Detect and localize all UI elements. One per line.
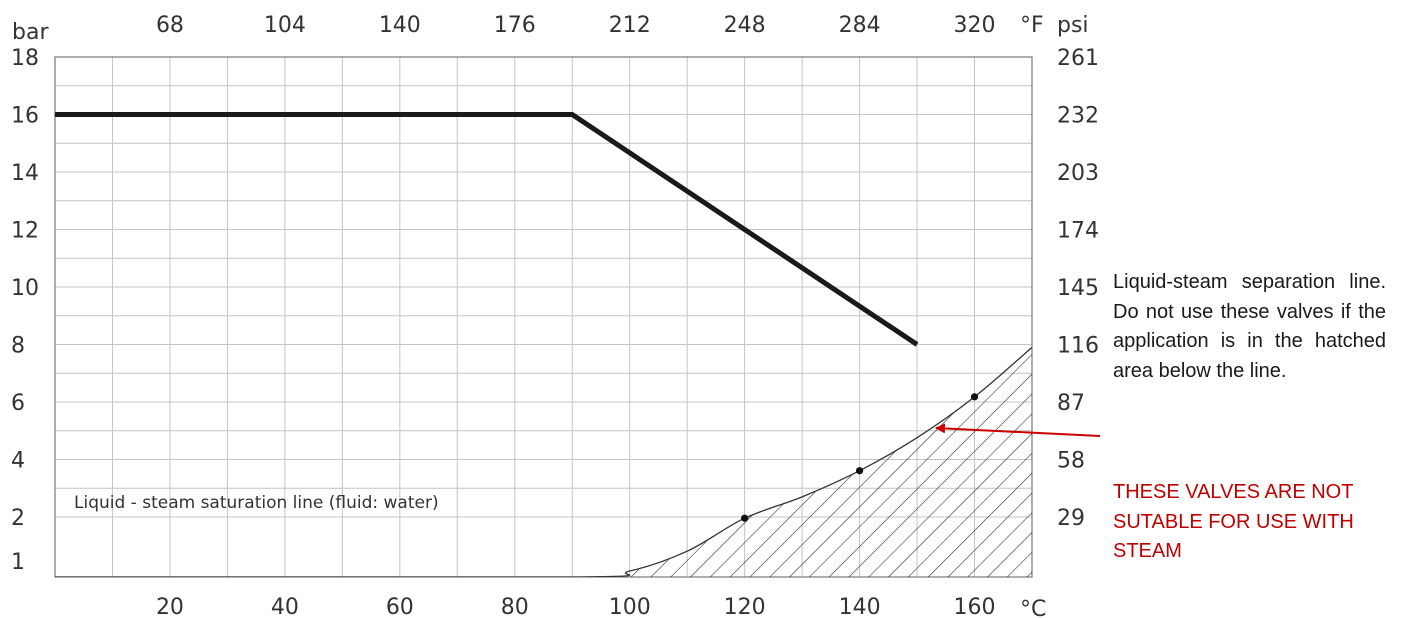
x-tick-label-fahrenheit: 140 — [379, 13, 421, 38]
y-right-unit: psi — [1057, 13, 1089, 38]
x-tick-label-celsius: 100 — [609, 595, 651, 618]
y-tick-label-psi: 116 — [1057, 334, 1099, 359]
y-tick-label-bar: 14 — [11, 161, 39, 186]
y-tick-label-bar: 8 — [11, 334, 25, 359]
y-tick-label-psi: 145 — [1057, 276, 1099, 301]
curve-point — [855, 467, 864, 475]
y-tick-label-bar: 16 — [11, 104, 39, 129]
x-axis-bottom-ticks: 20 40 60 80 100 120 140 160 — [156, 595, 996, 618]
x-top-unit: °F — [1020, 13, 1044, 38]
y-tick-label-bar: 10 — [11, 276, 39, 301]
max-pressure-line — [55, 112, 919, 347]
y-tick-label-bar: 18 — [11, 46, 39, 71]
y-tick-label-bar: 6 — [11, 391, 25, 416]
separation-line-note: Liquid-steam separation line. Do not use… — [1113, 271, 1386, 382]
steam-warning: THESE VALVES ARE NOT SUTABLE FOR USE WIT… — [1113, 481, 1354, 562]
y-tick-label-psi: 58 — [1057, 449, 1085, 474]
x-axis-top-ticks: 68 104 140 176 212 248 284 320 — [156, 13, 996, 38]
x-bottom-unit: °C — [1020, 597, 1046, 618]
y-left-unit: bar — [12, 20, 49, 45]
x-tick-label-fahrenheit: 284 — [839, 13, 881, 38]
hatched-steam-area — [55, 347, 1032, 577]
x-tick-label-celsius: 40 — [271, 595, 299, 618]
y-tick-label-psi: 203 — [1057, 161, 1099, 186]
x-tick-label-fahrenheit: 320 — [954, 13, 996, 38]
y-tick-label-psi: 232 — [1057, 104, 1099, 129]
x-tick-label-celsius: 140 — [839, 595, 881, 618]
x-tick-label-celsius: 20 — [156, 595, 184, 618]
saturation-line-label: Liquid - steam saturation line (fluid: w… — [74, 493, 439, 513]
pointer-arrow — [935, 423, 1101, 437]
y-tick-label-bar: 2 — [11, 506, 25, 531]
y-tick-label-psi: 29 — [1057, 506, 1085, 531]
curve-point — [970, 393, 979, 401]
x-tick-label-celsius: 60 — [386, 595, 414, 618]
x-tick-label-celsius: 80 — [501, 595, 529, 618]
x-tick-label-celsius: 120 — [724, 595, 766, 618]
curve-point — [741, 514, 749, 522]
y-tick-label-bar: 12 — [11, 219, 39, 244]
x-tick-label-fahrenheit: 104 — [264, 13, 306, 38]
x-tick-label-fahrenheit: 68 — [156, 13, 184, 38]
y-tick-label-psi: 87 — [1057, 391, 1085, 416]
y-tick-label-psi: 174 — [1057, 219, 1099, 244]
x-tick-label-celsius: 160 — [954, 595, 996, 618]
marked-points — [741, 393, 979, 522]
y-tick-label-bar: 4 — [11, 449, 25, 474]
x-tick-label-fahrenheit: 176 — [494, 13, 536, 38]
x-tick-label-fahrenheit: 248 — [724, 13, 766, 38]
y-tick-label-bar: 1 — [11, 550, 25, 575]
y-axis-right-ticks: 29 58 87 116 145 174 203 232 261 — [1057, 46, 1099, 531]
saturation-line — [55, 346, 1032, 577]
x-tick-label-fahrenheit: 212 — [609, 13, 651, 38]
y-tick-label-psi: 261 — [1057, 46, 1099, 71]
